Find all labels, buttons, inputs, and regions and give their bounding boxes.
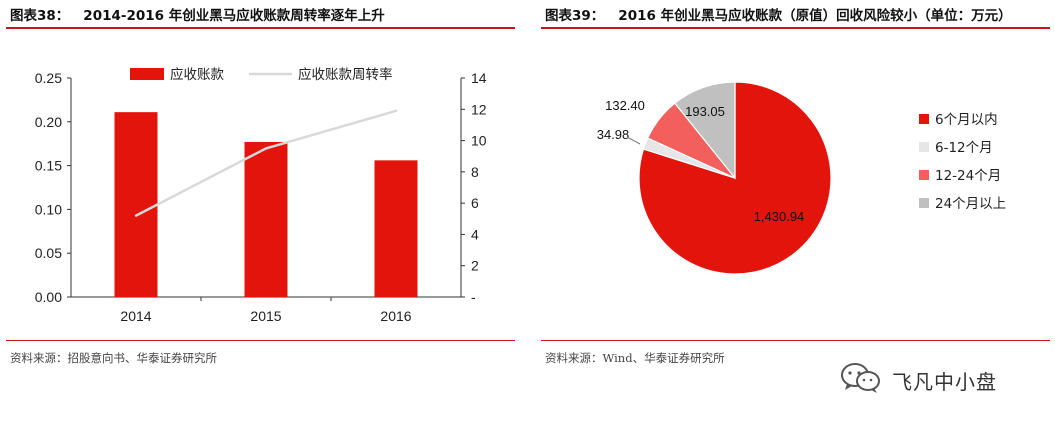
pie-value-label-2: 132.40	[605, 98, 645, 113]
legend-swatch-receivables	[130, 68, 164, 80]
bar-2014	[114, 112, 158, 297]
x-tick-label: 2015	[250, 308, 281, 324]
watermark-text: 飞凡中小盘	[892, 370, 997, 394]
right-tick-label: 4	[471, 226, 479, 242]
pie-value-label-0: 1,430.94	[754, 209, 805, 224]
legend-label-turnover: 应收账款周转率	[298, 66, 393, 83]
bar-2016	[374, 160, 418, 297]
pie-legend-swatch-1	[919, 142, 929, 152]
x-tick-label: 2014	[120, 308, 151, 324]
right-source-note: 资料来源：Wind、华泰证券研究所	[545, 351, 725, 365]
right-tick-label: 6	[471, 195, 479, 211]
legend-label-receivables: 应收账款	[170, 66, 224, 83]
pie-leader-line	[626, 136, 641, 145]
pie-legend-swatch-0	[919, 114, 929, 124]
right-title-rule	[541, 27, 1050, 29]
right-tick-label: 14	[471, 70, 487, 86]
left-title-rule	[6, 27, 515, 29]
left-tick-label: 0.25	[35, 70, 62, 86]
left-figure-title-text: 2014-2016 年创业黑马应收账款周转率逐年上升	[83, 8, 385, 24]
pie-value-label-1: 34.98	[597, 127, 630, 142]
left-tick-label: 0.20	[35, 114, 62, 130]
turnover-point-2014	[134, 214, 138, 217]
pie-legend-label-3: 24个月以上	[935, 196, 1006, 212]
left-tick-label: 0.15	[35, 158, 62, 174]
right-bottom-rule	[541, 340, 1050, 341]
pie-legend-label-2: 12-24个月	[935, 168, 1001, 184]
pie-legend-swatch-3	[919, 198, 929, 208]
pie-value-label-3: 193.05	[685, 104, 725, 119]
left-figure-number: 图表38：	[10, 8, 70, 24]
wechat-watermark: 飞凡中小盘	[838, 360, 1038, 398]
pie-legend-label-1: 6-12个月	[935, 140, 993, 156]
pie-chart: 1,430.94 34.98 132.40 193.05 6个月以内 6-12个月 12-2…	[597, 81, 1006, 275]
right-tick-label: 10	[471, 133, 487, 149]
left-tick-label: 0.00	[35, 289, 62, 305]
right-tick-label: 12	[471, 101, 487, 117]
right-figure-title-text: 2016 年创业黑马应收账款（原值）回收风险较小（单位：万元）	[618, 8, 1012, 24]
pie-legend-swatch-2	[919, 170, 929, 180]
right-figure-title: 图表39： 2016 年创业黑马应收账款（原值）回收风险较小（单位：万元）	[545, 4, 1012, 24]
left-figure-title: 图表38： 2014-2016 年创业黑马应收账款周转率逐年上升	[10, 4, 385, 24]
right-figure-number: 图表39：	[545, 8, 605, 24]
right-tick-label: -	[471, 289, 476, 305]
turnover-point-2015	[264, 147, 268, 150]
turnover-point-2016	[394, 109, 398, 113]
left-tick-label: 0.10	[35, 201, 62, 217]
bar-line-chart: 0.00 0.05 0.10 0.15 0.20 0.25 - 2 4 6 8 10 12 14 2014 2…	[35, 66, 487, 324]
right-tick-label: 2	[471, 258, 479, 274]
left-bottom-rule	[6, 340, 515, 341]
right-figure-panel: 图表39： 2016 年创业黑马应收账款（原值）回收风险较小（单位：万元） 1,4…	[541, 0, 1050, 380]
wechat-logo-icon	[841, 363, 880, 393]
pie-slice-3	[674, 81, 736, 180]
x-tick-label: 2016	[380, 308, 411, 324]
left-source-note: 资料来源：招股意向书、华泰证券研究所	[10, 351, 217, 365]
left-figure-panel: 图表38： 2014-2016 年创业黑马应收账款周转率逐年上升 0.00 0.05…	[6, 0, 515, 380]
bar-2015	[244, 141, 288, 297]
left-tick-label: 0.05	[35, 245, 62, 261]
right-tick-label: 8	[471, 164, 479, 180]
pie-legend-label-0: 6个月以内	[935, 112, 998, 128]
